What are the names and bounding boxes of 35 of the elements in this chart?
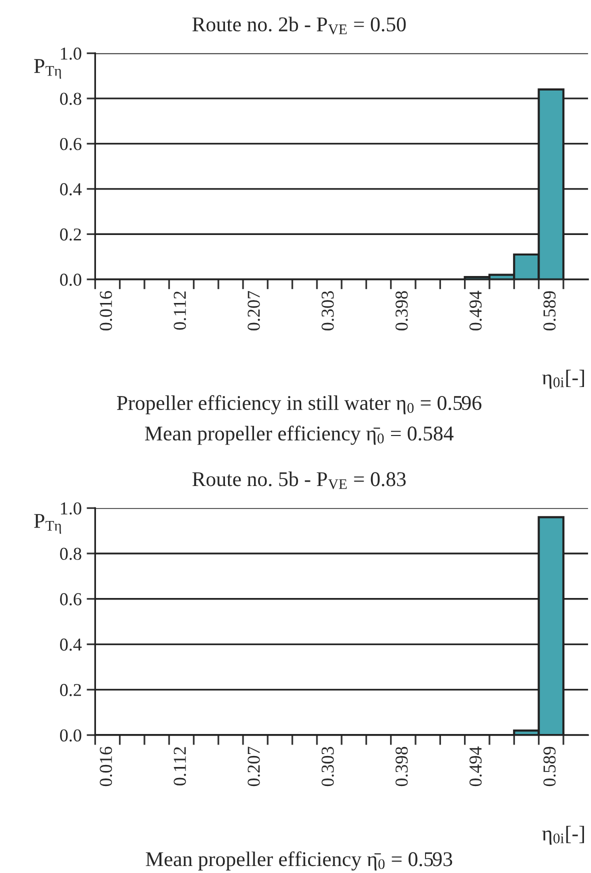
y-tick-label: 0.8 [60, 548, 82, 560]
y-tick-label: 1.0 [60, 502, 82, 515]
y-tick-label: 0.0 [60, 729, 82, 742]
y-tick-label: 0.8 [60, 92, 82, 105]
x-tick-label: 0.494 [469, 746, 482, 786]
y-tick-label: 0.2 [60, 684, 81, 696]
y-tick-label: 0.6 [60, 593, 82, 606]
x-tick-label: 0.589 [543, 746, 556, 786]
text: Propeller efficiency in still water η$_{0}$ = 0.596 [116, 395, 482, 414]
chart-title: Route no. 2b - P$_{VE}$ = 0.50 [192, 16, 406, 34]
x-tick-label: 0.398 [396, 291, 408, 330]
x-tick-label: 0.303 [322, 746, 334, 786]
x-tick-label: 0.589 [543, 291, 556, 330]
x-axis-title: η$_{0i}$[-] [542, 370, 584, 389]
text: Mean propeller efficiency η̄$_{0}$ = 0.593 [146, 851, 452, 871]
y-tick-label: 1.0 [60, 48, 82, 60]
x-tick-label: 0.303 [322, 291, 334, 330]
x-tick-label: 0.016 [100, 291, 112, 330]
y-tick-label: 0.6 [60, 138, 82, 150]
y-axis-title: P$_{Tη}$ [34, 514, 62, 534]
y-tick-label: 0.0 [60, 274, 82, 286]
x-tick-label: 0.207 [248, 290, 260, 330]
text: Mean propeller efficiency η̄$_{0}$ = 0.584 [145, 426, 454, 445]
chart-title: Route no. 5b - P$_{VE}$ = 0.83 [192, 472, 406, 490]
y-tick-label: 0.2 [60, 228, 81, 241]
y-tick-label: 0.4 [60, 638, 82, 651]
y-axis-title: P$_{Tη}$ [34, 59, 62, 79]
x-axis-title: η$_{0i}$[-] [542, 826, 584, 845]
x-tick-label: 0.207 [248, 746, 260, 786]
x-tick-label: 0.112 [174, 291, 186, 330]
x-tick-label: 0.494 [469, 290, 482, 330]
y-tick-label: 0.4 [60, 183, 82, 196]
x-tick-label: 0.016 [100, 746, 112, 786]
x-tick-label: 0.112 [174, 747, 186, 786]
x-tick-label: 0.398 [396, 746, 408, 786]
